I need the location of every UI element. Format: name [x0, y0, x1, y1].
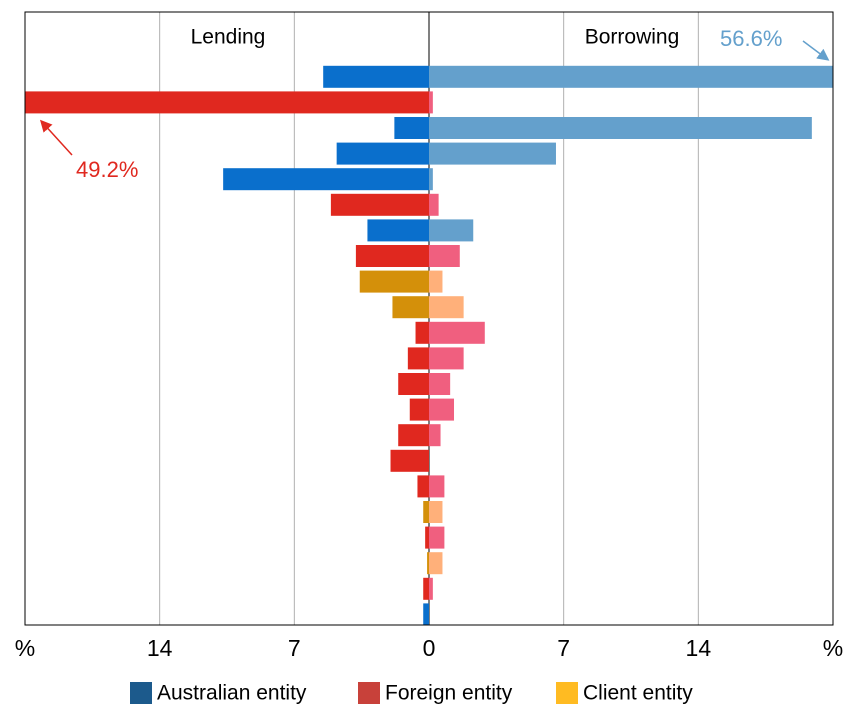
bar [398, 373, 429, 395]
bar [429, 424, 441, 447]
panel-label: Borrowing [585, 26, 680, 49]
bar [429, 501, 443, 523]
bar [429, 475, 445, 498]
bar [429, 65, 833, 88]
bar [429, 347, 464, 370]
bar [407, 347, 429, 370]
x-tick-label: 7 [288, 635, 301, 661]
legend-label: Client entity [583, 682, 693, 705]
bar [355, 245, 429, 267]
bar [417, 475, 429, 498]
bar [415, 321, 429, 344]
bar [367, 219, 429, 242]
bar [423, 501, 429, 523]
x-tick-label: % [823, 635, 843, 661]
bar [394, 117, 429, 139]
x-tick-label: % [15, 635, 35, 661]
bar [429, 117, 812, 139]
bar [429, 373, 451, 395]
bar [409, 398, 429, 421]
bar [429, 193, 439, 216]
bar [390, 449, 429, 472]
annotation: 49.2% [76, 157, 138, 182]
panel-label: Lending [191, 26, 266, 49]
bar [429, 321, 485, 344]
legend-swatch [358, 682, 380, 704]
legend-swatch [556, 682, 578, 704]
bar [330, 193, 429, 216]
plot-frame [24, 11, 834, 626]
bar [429, 552, 443, 575]
legend-label: Australian entity [157, 682, 307, 705]
legend-swatch [130, 682, 152, 704]
annotation-arrow [802, 40, 830, 61]
bar [223, 168, 429, 191]
bar [429, 142, 556, 165]
bar [423, 577, 429, 600]
bar [423, 603, 429, 625]
bar [323, 65, 429, 88]
x-tick-label: 14 [147, 635, 173, 661]
legend-label: Foreign entity [385, 682, 513, 705]
annotation: 56.6% [720, 26, 782, 51]
bar [359, 270, 429, 293]
bar [429, 219, 474, 242]
bar [427, 552, 429, 575]
x-tick-label: 0 [423, 635, 436, 661]
bar [429, 296, 464, 319]
bar [425, 526, 429, 549]
bar [429, 398, 455, 421]
bar [429, 577, 433, 600]
x-tick-label: 14 [686, 635, 712, 661]
bar [336, 142, 429, 165]
bar [429, 270, 443, 293]
x-tick-label: 7 [557, 635, 570, 661]
bar [392, 296, 429, 319]
bar [429, 526, 445, 549]
bar [25, 91, 429, 114]
bar [429, 91, 433, 114]
annotation-arrow [39, 119, 73, 156]
bar [429, 168, 433, 191]
bars [25, 65, 833, 625]
bar [429, 245, 460, 267]
legend: Australian entity Foreign entity Client en… [130, 682, 693, 705]
x-axis: % 14 7 0 7 14% [15, 635, 843, 661]
bar [398, 424, 429, 447]
